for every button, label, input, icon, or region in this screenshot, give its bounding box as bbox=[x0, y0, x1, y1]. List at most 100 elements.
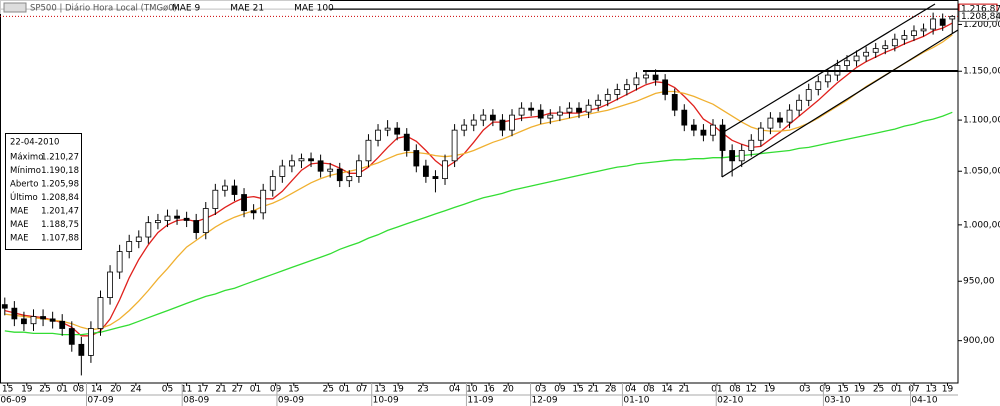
candle-body bbox=[451, 129, 458, 162]
candle-body bbox=[863, 51, 870, 57]
price-marker-label: 1.208,84 bbox=[961, 12, 1000, 22]
channel-line bbox=[721, 29, 959, 178]
candle-body bbox=[193, 220, 200, 233]
candle-body bbox=[222, 185, 228, 191]
candle-body bbox=[911, 30, 917, 36]
candle-body bbox=[633, 77, 640, 86]
candle-body bbox=[576, 107, 582, 113]
candle-body bbox=[250, 210, 257, 214]
x-tick-label: 13 bbox=[374, 385, 385, 395]
candle-body bbox=[49, 318, 56, 322]
moving-average-line bbox=[4, 34, 953, 331]
x-tick-label: 15 bbox=[837, 385, 848, 395]
candle-body bbox=[920, 28, 927, 32]
candle-body bbox=[786, 109, 793, 123]
x-tick-label: 24 bbox=[130, 385, 142, 395]
candle-body bbox=[499, 119, 506, 131]
candle-body bbox=[480, 114, 487, 121]
x-tick-label: 04 bbox=[449, 385, 461, 395]
candle-body bbox=[279, 165, 286, 177]
info-value: 1.210,27 bbox=[41, 153, 79, 163]
x-tick-label: 05 bbox=[162, 385, 173, 395]
candle-body bbox=[805, 89, 812, 101]
candle-body bbox=[355, 160, 362, 177]
x-tick-label: 07 bbox=[356, 385, 367, 395]
candle-body bbox=[135, 236, 142, 242]
candle-body bbox=[671, 94, 678, 111]
header-icon[interactable] bbox=[3, 2, 27, 13]
info-value: 1.205,98 bbox=[41, 180, 79, 190]
candle-body bbox=[566, 107, 573, 113]
candle-body bbox=[509, 114, 515, 131]
x-tick-label: 19 bbox=[392, 385, 404, 395]
candle-body bbox=[700, 129, 707, 136]
y-tick-label: 1.100,00 bbox=[963, 116, 1000, 126]
candle-body bbox=[853, 55, 860, 62]
x-tick-label: 21 bbox=[588, 385, 599, 395]
x-tick-label: 23 bbox=[417, 385, 428, 395]
x-tick-label: 08 bbox=[73, 385, 85, 395]
x-tick-label: 08 bbox=[729, 385, 741, 395]
candle-body bbox=[30, 316, 37, 325]
candle-body bbox=[336, 168, 343, 182]
candle-body bbox=[413, 150, 420, 167]
candle-body bbox=[288, 160, 295, 167]
candle-body bbox=[824, 74, 831, 83]
candle-body bbox=[394, 127, 401, 135]
candle-body bbox=[442, 160, 448, 179]
x-tick-label: 03 bbox=[799, 385, 810, 395]
candle-body bbox=[432, 176, 439, 179]
x-tick-label: 14 bbox=[661, 385, 673, 395]
candle-body bbox=[844, 60, 850, 66]
channel-line bbox=[721, 3, 936, 134]
candle-body bbox=[88, 328, 94, 356]
candle-body bbox=[949, 15, 956, 20]
info-label: MAE bbox=[10, 220, 29, 230]
x-tick-label: 10 bbox=[466, 385, 478, 395]
candle-body bbox=[815, 81, 822, 90]
candle-body bbox=[604, 94, 611, 101]
candle-body bbox=[489, 114, 496, 121]
header-bg bbox=[0, 0, 330, 14]
y-tick-label: 1.200,00 bbox=[963, 20, 1000, 30]
x-tick-label: 01 bbox=[891, 385, 902, 395]
candle-body bbox=[738, 150, 745, 162]
x-tick-label: 20 bbox=[502, 385, 514, 395]
month-label: 10-09 bbox=[373, 396, 399, 406]
candle-body bbox=[882, 45, 889, 49]
x-tick-label: 20 bbox=[110, 385, 122, 395]
candle-body bbox=[298, 158, 305, 162]
legend: MAE 9 MAE 21 MAE 100 bbox=[172, 4, 334, 14]
candle-body bbox=[939, 18, 946, 26]
x-tick-label: 21 bbox=[679, 385, 690, 395]
month-label: 12-09 bbox=[531, 396, 557, 406]
marks bbox=[0, 8, 958, 376]
y-tick-label: 1.050,00 bbox=[963, 167, 1000, 177]
candle-body bbox=[11, 307, 18, 320]
x-tick-label: 28 bbox=[605, 385, 617, 395]
candle-body bbox=[164, 215, 171, 221]
y-tick-label: 950,00 bbox=[963, 277, 995, 287]
x-tick-label: 01 bbox=[56, 385, 67, 395]
info-value: 1.107,88 bbox=[41, 234, 79, 244]
candle-body bbox=[21, 318, 27, 325]
candle-body bbox=[891, 38, 898, 47]
candle-body bbox=[1, 304, 8, 309]
candle-body bbox=[518, 107, 525, 116]
candle-body bbox=[690, 124, 697, 131]
candle-body bbox=[260, 189, 267, 214]
candle-body bbox=[68, 328, 75, 345]
candle-body bbox=[375, 129, 381, 141]
candle-body bbox=[174, 215, 180, 219]
candle-body bbox=[308, 158, 314, 162]
x-tick-label: 19 bbox=[942, 385, 954, 395]
candle-body bbox=[183, 217, 190, 221]
month-label: 06-09 bbox=[0, 396, 26, 406]
x-tick-label: 13 bbox=[925, 385, 936, 395]
candle-body bbox=[585, 104, 592, 113]
candle-body bbox=[40, 316, 46, 320]
x-tick-label: 25 bbox=[873, 385, 884, 395]
candle-body bbox=[126, 241, 133, 252]
